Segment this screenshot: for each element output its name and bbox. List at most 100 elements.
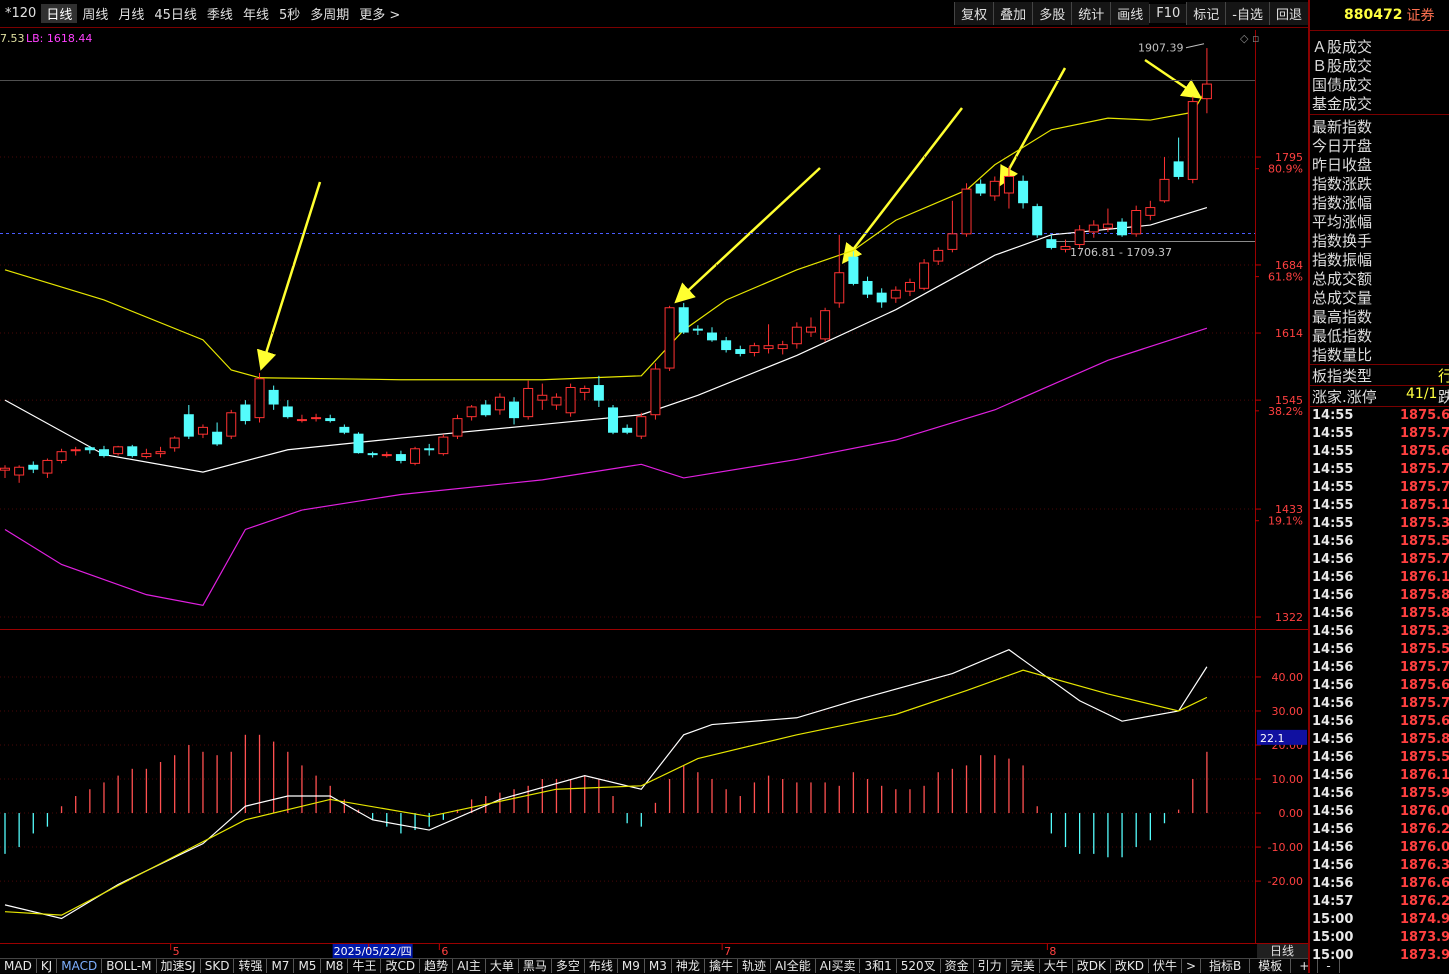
toolbar-button[interactable]: F10	[1149, 4, 1187, 23]
toolbar-button[interactable]: 标记	[1186, 2, 1226, 25]
toolbar-icons[interactable]: ◇ ▫	[1240, 32, 1259, 45]
indicator-tab[interactable]: M7	[267, 959, 295, 973]
indicator-tab[interactable]: BOLL-M	[102, 959, 157, 973]
field-label: 指数涨跌	[1312, 175, 1373, 193]
candle-body	[579, 387, 590, 393]
candle-body	[1088, 224, 1099, 233]
candle-body	[664, 307, 675, 369]
tick-time: 15:00	[1312, 930, 1354, 945]
period-tab[interactable]: 45日线	[154, 8, 197, 23]
tick-time: 14:56	[1312, 552, 1354, 567]
period-tab[interactable]: 5秒	[278, 8, 301, 23]
indicator-tab[interactable]: M5	[294, 959, 322, 973]
field-label: 国债成交	[1312, 76, 1373, 94]
period-tab[interactable]: 日线	[41, 4, 78, 23]
indicator-tab[interactable]: MACD	[57, 959, 103, 973]
security-code: 880472	[1344, 7, 1403, 23]
tick-price: 1875.69	[1400, 714, 1449, 729]
indicator-tab[interactable]: 大牛	[1040, 959, 1073, 973]
candle-body	[1074, 229, 1085, 246]
candle-body	[777, 344, 788, 350]
indicator-tab[interactable]: 加速SJ	[157, 959, 201, 973]
toolbar-button[interactable]: 画线	[1110, 2, 1150, 25]
indicator-tab[interactable]: 引力	[974, 959, 1007, 973]
indicator-tab[interactable]: MAD	[0, 959, 37, 973]
tab-tool[interactable]: 模板	[1250, 959, 1292, 973]
value-marker-label: 22.1	[1260, 732, 1285, 745]
separator	[1310, 385, 1449, 386]
indicator-tab[interactable]: 黑马	[519, 959, 552, 973]
period-tab[interactable]: 年线	[242, 8, 269, 23]
y-tick-label: 40.00	[1272, 671, 1304, 684]
indicator-tab[interactable]: AI买卖	[816, 959, 861, 973]
tick-price: 1876.23	[1400, 822, 1449, 837]
indicator-tab[interactable]: KJ	[37, 959, 58, 973]
candle-body	[28, 464, 39, 470]
candle-body	[947, 233, 958, 250]
indicator-tab[interactable]: 3和1	[860, 959, 897, 973]
tick-time: 14:55	[1312, 426, 1354, 441]
candle-body	[70, 449, 81, 452]
indicator-tab[interactable]: 资金	[941, 959, 974, 973]
value-marker	[1257, 729, 1307, 745]
field-label: 指数涨幅	[1312, 194, 1373, 212]
period-tab[interactable]: *120	[5, 6, 37, 21]
candle-body	[282, 406, 293, 418]
candle-body	[791, 326, 802, 345]
tab-tool[interactable]: 指标B	[1201, 959, 1251, 973]
indicator-tab[interactable]: 完美	[1007, 959, 1040, 973]
indicator-tab[interactable]: 布线	[585, 959, 618, 973]
indicator-tab[interactable]: 转强	[234, 959, 268, 973]
period-tab[interactable]: 周线	[82, 8, 109, 23]
candle-body	[636, 416, 647, 437]
indicator-tab[interactable]: 轨迹	[738, 959, 771, 973]
candle-body	[551, 396, 562, 406]
toolbar-button[interactable]: -自选	[1225, 2, 1269, 25]
indicator-tab[interactable]: 大单	[486, 959, 519, 973]
indicator-tab[interactable]: M9	[618, 959, 645, 973]
indicator-tab[interactable]: 擒牛	[705, 959, 738, 973]
tick-time: 14:56	[1312, 840, 1354, 855]
tick-price: 1875.84	[1400, 732, 1449, 747]
toolbar-button[interactable]: 回退	[1268, 2, 1308, 25]
indicator-tab[interactable]: 520叉	[897, 959, 941, 973]
indicator-tab[interactable]: SKD	[201, 959, 235, 973]
candle-body	[452, 418, 463, 437]
tab-tool[interactable]: +	[1291, 959, 1319, 973]
indicator-tab[interactable]: 多空	[552, 959, 585, 973]
tick-price: 1875.50	[1400, 642, 1449, 657]
tick-price: 1875.74	[1400, 552, 1449, 567]
toolbar-button[interactable]: 多股	[1032, 2, 1072, 25]
candle-body	[523, 387, 534, 418]
indicator-tab[interactable]: 神龙	[672, 959, 705, 973]
period-tab[interactable]: 季线	[206, 8, 233, 23]
indicator-tab[interactable]: M3	[645, 959, 672, 973]
candle-body	[975, 183, 986, 194]
toolbar-button[interactable]: 复权	[954, 2, 994, 25]
indicator-tab[interactable]: 牛王	[348, 959, 382, 973]
candle-body	[56, 451, 67, 461]
candle-body	[735, 349, 746, 354]
candle-body	[480, 404, 491, 416]
tick-price: 1875.93	[1400, 786, 1449, 801]
y-tick-label: -10.00	[1268, 841, 1303, 854]
indicator-tab[interactable]: AI主	[453, 959, 486, 973]
indicator-tab[interactable]: 伏牛	[1149, 959, 1182, 973]
indicator-tab[interactable]: 趋势	[420, 959, 454, 973]
indicator-tab[interactable]: AI全能	[771, 959, 816, 973]
toolbar-button[interactable]: 统计	[1071, 2, 1111, 25]
indicator-tab[interactable]: 改DK	[1073, 959, 1111, 973]
indicator-tab[interactable]: 改KD	[1111, 959, 1149, 973]
indicator-tab[interactable]: >	[1182, 959, 1202, 973]
candle-body	[848, 256, 859, 284]
candle-body	[904, 281, 915, 292]
tick-time: 14:55	[1312, 498, 1354, 513]
tick-time: 14:56	[1312, 822, 1354, 837]
period-tab[interactable]: 月线	[118, 8, 145, 23]
period-tab[interactable]: 更多 >	[359, 8, 401, 23]
indicator-tab[interactable]: M8	[321, 959, 349, 973]
indicator-tab[interactable]: 改CD	[381, 959, 421, 973]
tab-tool[interactable]: -	[1318, 959, 1340, 973]
period-tab[interactable]: 多周期	[310, 8, 350, 23]
toolbar-button[interactable]: 叠加	[993, 2, 1033, 25]
